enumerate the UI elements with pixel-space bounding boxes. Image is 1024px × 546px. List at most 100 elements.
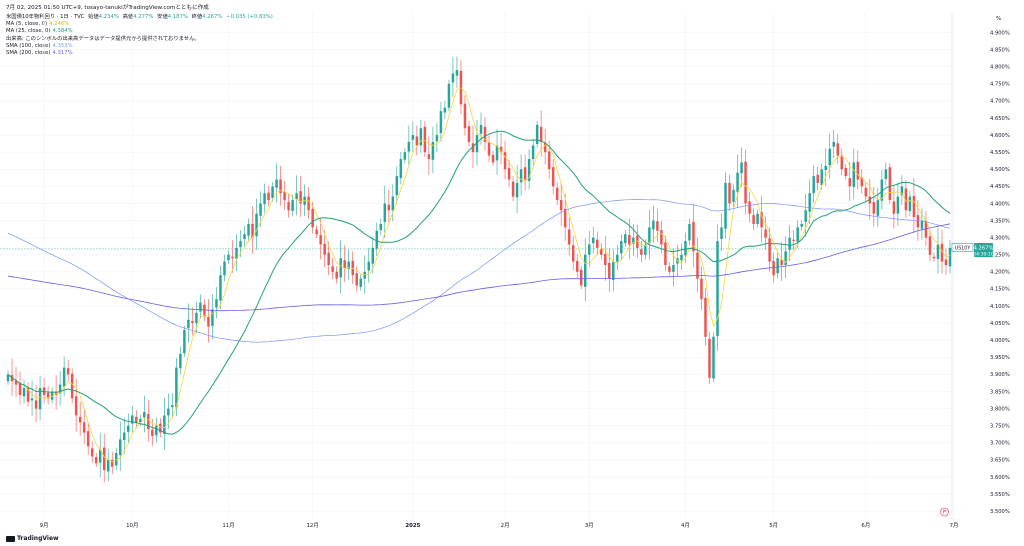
open-label: 始値: [88, 14, 99, 20]
candle-body: [539, 126, 543, 142]
y-tick-label: 4.050%: [990, 321, 1010, 327]
candle-body: [828, 148, 831, 166]
legend-symbol-row[interactable]: 米国債10年物利回り · 1日 · TVC 始値4.234% 高値4.277% …: [6, 14, 273, 21]
y-tick-label: 3.850%: [990, 389, 1010, 395]
x-tick-label: 9月: [40, 522, 49, 529]
y-tick-label: 3.900%: [990, 372, 1010, 378]
candle-body: [279, 179, 282, 194]
x-tick-label: 6月: [861, 522, 870, 529]
candle-body: [812, 176, 815, 194]
candle-body: [583, 254, 587, 287]
candle-body: [159, 423, 162, 433]
y-tick-label: 4.350%: [990, 218, 1010, 224]
candle-body: [728, 182, 731, 204]
y-tick-label: 4.400%: [990, 201, 1010, 207]
candle-body: [175, 367, 178, 408]
candle-body: [435, 135, 439, 142]
legend-ma25[interactable]: MA (25, close, 0) 4.384%: [6, 28, 273, 35]
candle-body: [856, 161, 860, 180]
candle-body: [612, 261, 615, 281]
candle-body: [6, 374, 10, 382]
candle-body: [531, 145, 535, 160]
candle-body: [219, 275, 222, 301]
candle-body: [668, 266, 671, 272]
candle-body: [94, 457, 98, 464]
sma200-value: 4.317%: [52, 50, 73, 57]
candle-body: [467, 126, 471, 142]
x-axis[interactable]: 9月 10月 11月 12月 2025 2月 3月 4月 5月 6月 7月: [40, 522, 959, 529]
legend-volume[interactable]: 出来高: このシンボルの出来高データはデータ提供元から提供されておりません。: [6, 36, 273, 43]
candle-body: [604, 254, 607, 265]
candle-body: [696, 252, 699, 279]
close-value: 4.267%: [202, 14, 223, 20]
candle-body: [551, 167, 555, 187]
candle-body: [608, 262, 611, 279]
candle-body: [628, 234, 631, 245]
candle-body: [752, 215, 755, 224]
candle-body: [648, 227, 651, 244]
candle-body: [700, 278, 703, 300]
y-tick-label: 4.750%: [990, 82, 1010, 88]
candle-body: [660, 230, 663, 245]
y-tick-label: 4.150%: [990, 287, 1010, 293]
candle-body: [559, 200, 563, 211]
candle-body: [672, 265, 675, 272]
header-timestamp: 7月 02, 2025 01:50 UTC+9: [6, 5, 81, 11]
candle-body: [908, 196, 912, 211]
candle-body: [784, 251, 787, 265]
change-value: +0.035 (+0.83%): [226, 14, 273, 20]
candle-body: [423, 126, 427, 153]
low-value: 4.187%: [167, 14, 188, 20]
candle-body: [780, 259, 783, 265]
candle-body: [632, 237, 635, 244]
candle-body: [143, 412, 146, 418]
x-tick-label: 10月: [126, 522, 138, 529]
candle-body: [740, 162, 743, 174]
candle-body: [932, 256, 936, 259]
candle-body: [319, 234, 322, 245]
candle-body: [227, 254, 230, 261]
y-tick-label: 3.750%: [990, 423, 1010, 429]
y-tick-label: 4.800%: [990, 65, 1010, 71]
price-tag-bg: [974, 243, 993, 257]
legend-sma200[interactable]: SMA (200, close) 4.317%: [6, 50, 273, 57]
candle-body: [395, 176, 399, 196]
candle-body: [275, 179, 278, 188]
candle-body: [507, 167, 511, 180]
candle-body: [127, 425, 130, 432]
candle-body: [620, 241, 623, 254]
high-value: 4.277%: [133, 14, 154, 20]
candle-body: [323, 243, 326, 255]
candle-body: [772, 260, 775, 276]
candle-body: [199, 302, 202, 312]
candle-body: [796, 227, 799, 242]
candle-body: [327, 252, 330, 265]
legend-sma100[interactable]: SMA (100, close) 4.353%: [6, 43, 273, 50]
candle-body: [287, 202, 290, 211]
tradingview-logo[interactable]: TradingView: [6, 535, 59, 542]
candle-body: [447, 83, 451, 108]
candle-body: [339, 258, 342, 278]
y-tick-label: 3.800%: [990, 406, 1010, 412]
candle-body: [624, 234, 627, 244]
candle-body: [503, 152, 507, 170]
x-tick-label: 3月: [585, 522, 594, 529]
flag-icon[interactable]: [940, 507, 949, 517]
candle-body: [403, 152, 407, 160]
candle-body: [315, 229, 318, 235]
candle-body: [768, 238, 771, 262]
candle-body: [171, 405, 174, 408]
candle-body: [363, 271, 367, 279]
candle-body: [555, 187, 559, 201]
candle-body: [58, 384, 62, 394]
x-tick-label: 11月: [222, 522, 234, 529]
candle-body: [451, 73, 455, 83]
candle-body: [596, 239, 599, 248]
close-label: 終値: [191, 14, 203, 20]
legend-ma5[interactable]: MA (5, close, 0) 4.246%: [6, 21, 273, 28]
candle-body: [74, 396, 78, 416]
y-axis[interactable]: 3.500% 3.550% 3.600% 3.650% 3.700% 3.750% 3.80…: [990, 30, 1010, 515]
candle-body: [223, 261, 226, 276]
